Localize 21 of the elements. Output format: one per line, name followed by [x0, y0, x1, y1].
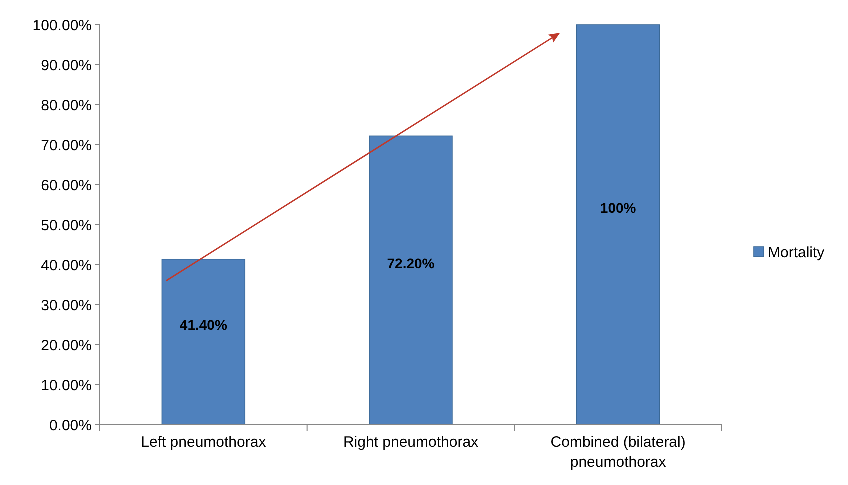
- data-label: 41.40%: [180, 317, 228, 334]
- y-tick-label: 70.00%: [41, 137, 92, 154]
- y-tick-label: 90.00%: [41, 57, 92, 74]
- y-tick-label: 30.00%: [41, 297, 92, 314]
- x-tick-label: Left pneumothorax: [141, 434, 267, 451]
- legend-label: Mortality: [768, 244, 826, 262]
- y-tick-label: 60.00%: [41, 177, 92, 194]
- bar: [369, 136, 453, 426]
- data-label: 72.20%: [387, 256, 436, 272]
- y-tick-label: 40.00%: [41, 257, 92, 274]
- y-tick-label: 20.00%: [41, 337, 92, 354]
- y-tick-label: 0.00%: [49, 417, 92, 434]
- bar: [576, 24, 660, 426]
- data-label: 100%: [600, 200, 637, 216]
- y-tick-label: 80.00%: [41, 97, 92, 114]
- y-tick-label: 10.00%: [41, 377, 92, 394]
- y-tick-label: 100.00%: [32, 17, 92, 34]
- x-tick-label: Right pneumothorax: [343, 434, 480, 451]
- y-tick-label: 50.00%: [41, 217, 92, 234]
- x-tick-label: Combined (bilateral) pneumothorax: [550, 434, 686, 471]
- bar: [162, 259, 246, 426]
